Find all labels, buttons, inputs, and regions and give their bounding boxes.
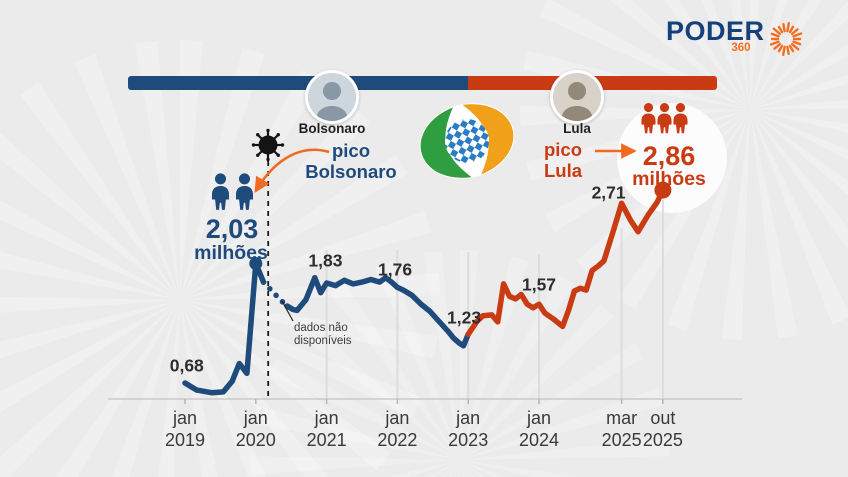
virus-spike-tip <box>276 133 280 137</box>
person-silhouette-icon <box>553 73 601 121</box>
sunburst-ray <box>777 44 783 53</box>
sunburst-ray <box>791 32 802 38</box>
sunburst-ray <box>769 40 780 46</box>
bolsonaro-photo <box>305 70 359 124</box>
sunburst-ray <box>790 42 799 51</box>
bolsonaro-label: Bolsonaro <box>298 121 366 136</box>
data-point-marker <box>654 181 672 199</box>
sunburst-ray <box>772 42 781 50</box>
series-bolsonaro-gap <box>260 279 290 309</box>
sunburst-ray <box>781 23 786 33</box>
sunburst-ray <box>788 44 794 53</box>
sunburst-ray <box>770 32 780 38</box>
series-bolsonaro <box>182 260 267 396</box>
sunburst-ray <box>790 28 799 36</box>
inss-logo <box>419 103 515 179</box>
virus-spike <box>273 134 279 140</box>
sunburst-ray <box>785 22 790 33</box>
poder360-logo: PODER 360 <box>666 18 807 60</box>
sunburst-ray <box>791 40 801 46</box>
pico-lula-label: pico Lula <box>543 139 583 181</box>
two-people-icon <box>211 173 254 210</box>
virus-spike-tip <box>280 143 285 147</box>
highlight-circle <box>617 103 727 213</box>
virus-spike-tip <box>266 128 270 133</box>
sunburst-ray <box>777 25 783 34</box>
sunburst-ray <box>772 27 781 36</box>
sunburst-icon <box>769 22 802 56</box>
series-bolsonaro <box>284 274 471 349</box>
pico-lula-value: 2,86 <box>642 141 696 171</box>
lula-label: Lula <box>563 121 591 136</box>
pico-bolsonaro-unit: milhões <box>194 242 268 264</box>
pico-lula-unit: milhões <box>632 168 706 190</box>
pico-bolsonaro-value: 2,03 <box>205 214 259 244</box>
person-silhouette-icon <box>308 73 356 121</box>
virus-spike-tip <box>251 143 256 147</box>
sunburst-ray <box>785 45 790 55</box>
pico-bolsonaro-label: pico Bolsonaro <box>305 140 397 182</box>
lula-photo <box>550 70 604 124</box>
series-lula <box>465 187 666 338</box>
timeline-bar-bolsonaro <box>128 76 468 90</box>
sunburst-ray <box>788 25 794 34</box>
sunburst-ray <box>781 45 786 56</box>
virus-spike-tip <box>256 133 260 137</box>
brand-name: PODER <box>666 16 765 46</box>
no-data-label: dados não disponíveis <box>294 322 352 347</box>
virus-spike <box>257 134 263 140</box>
data-point-marker <box>249 257 263 271</box>
three-people-icon <box>641 102 688 134</box>
brand-sub: 360 <box>731 42 751 54</box>
